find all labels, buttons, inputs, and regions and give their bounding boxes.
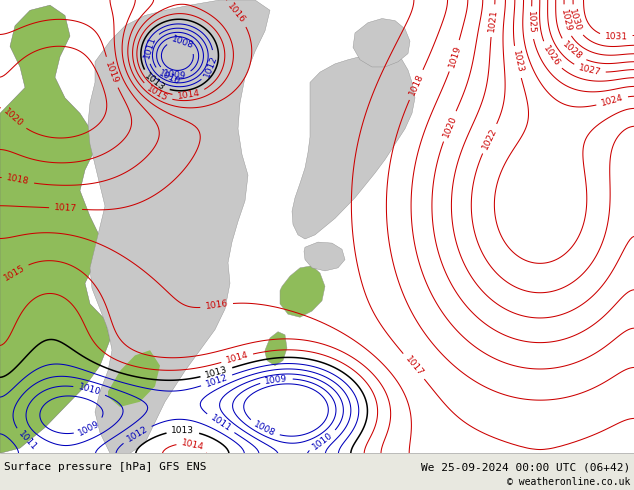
Text: 1020: 1020 [2, 107, 25, 129]
Text: 1017: 1017 [403, 355, 425, 378]
Text: 1010: 1010 [77, 382, 101, 397]
Text: 1013: 1013 [143, 72, 167, 93]
Text: 1023: 1023 [510, 50, 524, 74]
Polygon shape [108, 350, 160, 407]
Text: 1016: 1016 [205, 299, 229, 312]
Text: 1010: 1010 [311, 430, 335, 451]
Text: © weatheronline.co.uk: © weatheronline.co.uk [507, 477, 630, 487]
Text: We 25-09-2024 00:00 UTC (06+42): We 25-09-2024 00:00 UTC (06+42) [421, 462, 630, 472]
Polygon shape [304, 242, 345, 271]
Text: 1025: 1025 [526, 11, 536, 34]
Text: 1012: 1012 [125, 424, 149, 444]
Polygon shape [265, 332, 287, 366]
Text: 1027: 1027 [577, 63, 602, 77]
Text: 1014: 1014 [181, 438, 205, 452]
Text: 1020: 1020 [441, 114, 458, 139]
Text: 1014: 1014 [225, 351, 249, 366]
Text: 1012: 1012 [203, 54, 219, 78]
Polygon shape [0, 5, 110, 453]
Text: 1031: 1031 [604, 32, 628, 41]
Text: 1013: 1013 [204, 365, 229, 380]
Text: 1009: 1009 [77, 419, 101, 438]
Text: 1013: 1013 [171, 426, 195, 436]
Text: 1008: 1008 [171, 34, 195, 50]
Text: 1014: 1014 [177, 89, 201, 101]
Text: Surface pressure [hPa] GFS ENS: Surface pressure [hPa] GFS ENS [4, 462, 207, 472]
Text: 1028: 1028 [561, 40, 584, 62]
Text: 1022: 1022 [481, 126, 498, 151]
Text: 1017: 1017 [54, 203, 77, 214]
Polygon shape [353, 19, 410, 67]
Text: 1026: 1026 [541, 44, 561, 68]
Text: 1018: 1018 [407, 73, 425, 97]
Polygon shape [292, 51, 415, 239]
Text: 1015: 1015 [2, 264, 27, 283]
Text: 1011: 1011 [209, 413, 233, 434]
Text: 1021: 1021 [487, 9, 499, 33]
Text: 1019: 1019 [103, 60, 120, 85]
Text: 1015: 1015 [145, 84, 169, 103]
Text: 1008: 1008 [252, 420, 276, 439]
Text: 1019: 1019 [447, 44, 462, 68]
Text: 1011: 1011 [16, 429, 39, 452]
Text: 1024: 1024 [600, 94, 624, 108]
Text: 1018: 1018 [6, 173, 30, 187]
Text: 1009: 1009 [264, 374, 288, 386]
Text: 1029: 1029 [559, 8, 572, 33]
Text: 1012: 1012 [204, 372, 229, 389]
Text: 1010: 1010 [157, 68, 181, 86]
Polygon shape [280, 266, 325, 318]
Text: 1016: 1016 [226, 2, 247, 25]
Text: 1011: 1011 [142, 35, 157, 60]
Text: 1030: 1030 [567, 8, 583, 33]
Polygon shape [88, 0, 270, 453]
Text: 1009: 1009 [163, 69, 187, 81]
